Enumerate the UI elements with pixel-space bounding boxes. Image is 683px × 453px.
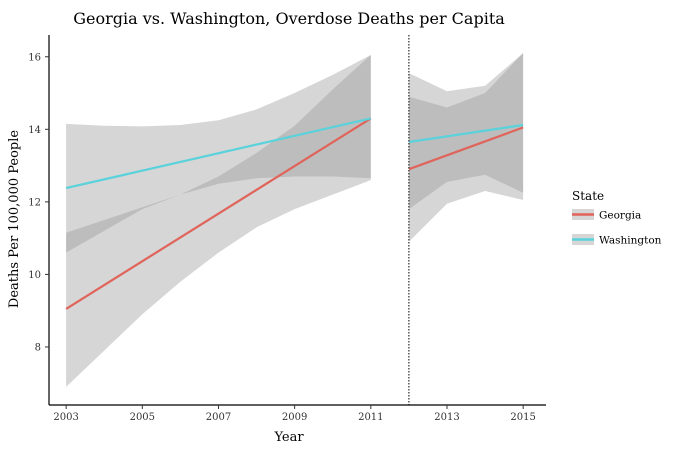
- y-tick-label: 16: [28, 52, 41, 63]
- legend: State Georgia Washington: [572, 189, 662, 247]
- washington-legend-label: Washington: [599, 235, 662, 247]
- x-axis-ticks: 2003 2005 2007 2009 2011 2013 2015: [53, 405, 536, 423]
- chart-title: Georgia vs. Washington, Overdose Deaths …: [73, 9, 505, 28]
- x-tick-label: 2009: [282, 412, 307, 423]
- y-tick-label: 14: [28, 125, 41, 136]
- x-tick-label: 2011: [358, 412, 383, 423]
- x-axis-label: Year: [273, 430, 304, 445]
- x-tick-label: 2013: [434, 412, 459, 423]
- y-tick-label: 8: [35, 342, 41, 353]
- y-tick-label: 12: [28, 197, 41, 208]
- georgia-confidence-band-1: [66, 55, 371, 387]
- y-tick-label: 10: [28, 270, 41, 281]
- georgia-trend-line-2: [408, 126, 524, 171]
- x-tick-label: 2003: [53, 412, 78, 423]
- x-tick-label: 2007: [206, 412, 231, 423]
- y-axis-label: Deaths Per 100,000 People: [7, 130, 22, 309]
- georgia-legend-label: Georgia: [599, 210, 641, 222]
- georgia-trend-line-1: [65, 117, 372, 310]
- y-axis-ticks: 8 10 12 14 16: [28, 52, 49, 353]
- x-tick-label: 2015: [510, 412, 535, 423]
- x-tick-label: 2005: [130, 412, 155, 423]
- washington-trend-line-2: [408, 123, 524, 144]
- washington-confidence-band-2: [408, 53, 524, 210]
- confidence-bands: [66, 53, 524, 387]
- washington-trend-line-1: [65, 117, 372, 190]
- trend-lines: [65, 117, 524, 310]
- legend-title: State: [572, 189, 604, 203]
